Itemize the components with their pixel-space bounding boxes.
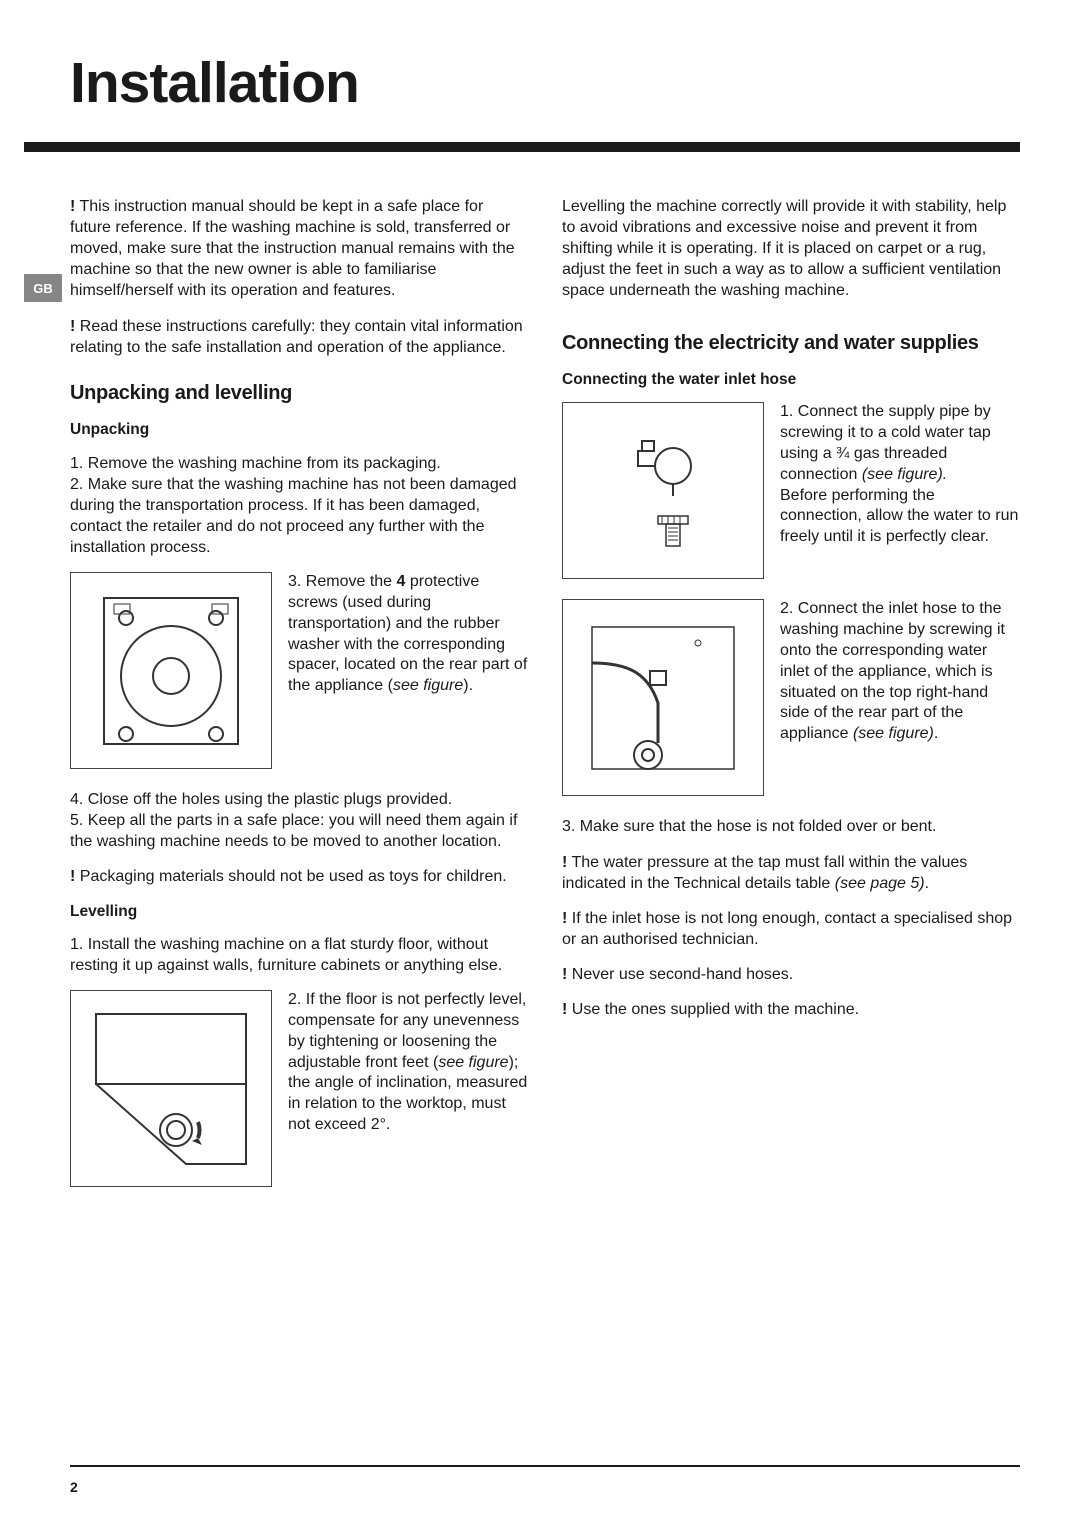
packaging-warning: ! Packaging materials should not be used… bbox=[70, 866, 528, 887]
washing-machine-rear-icon bbox=[86, 586, 256, 756]
step-4: 4. Close off the holes using the plastic… bbox=[70, 789, 528, 810]
left-column: ! This instruction manual should be kept… bbox=[70, 196, 528, 1207]
hose-step-3: 3. Make sure that the hose is not folded… bbox=[562, 816, 1020, 837]
levelling-step-1: 1. Install the washing machine on a flat… bbox=[70, 934, 528, 976]
figure-3-text: 1. Connect the supply pipe by screwing i… bbox=[780, 402, 1020, 548]
figure-row-1: 3. Remove the 4 protective screws (used … bbox=[70, 572, 528, 769]
section-unpacking-levelling: Unpacking and levelling bbox=[70, 380, 528, 406]
figure-adjustable-foot bbox=[70, 990, 272, 1187]
language-tab: GB bbox=[24, 274, 62, 302]
step-1: 1. Remove the washing machine from its p… bbox=[70, 453, 528, 474]
page-title: Installation bbox=[70, 50, 1020, 116]
subhead-water-inlet: Connecting the water inlet hose bbox=[562, 370, 1020, 390]
adjustable-foot-icon bbox=[86, 1004, 256, 1174]
intro-warning-1: ! This instruction manual should be kept… bbox=[70, 196, 528, 302]
supplied-hose-warning: ! Use the ones supplied with the machine… bbox=[562, 999, 1020, 1020]
water-tap-icon bbox=[588, 416, 738, 566]
hose-inlet-icon bbox=[578, 613, 748, 783]
figure-row-3: 1. Connect the supply pipe by screwing i… bbox=[562, 402, 1020, 579]
page: Installation GB ! This instruction manua… bbox=[0, 0, 1080, 1527]
right-column: Levelling the machine correctly will pro… bbox=[562, 196, 1020, 1207]
page-number: 2 bbox=[70, 1479, 78, 1495]
figure-washing-machine-rear bbox=[70, 572, 272, 769]
intro-warning-2: ! Read these instructions carefully: the… bbox=[70, 316, 528, 358]
figure-2-text: 2. If the floor is not perfectly level, … bbox=[288, 990, 528, 1136]
figure-row-2: 2. If the floor is not perfectly level, … bbox=[70, 990, 528, 1187]
figure-1-text: 3. Remove the 4 protective screws (used … bbox=[288, 572, 528, 697]
horizontal-rule-thin bbox=[70, 1465, 1020, 1467]
water-pressure-warning: ! The water pressure at the tap must fal… bbox=[562, 852, 1020, 894]
subhead-unpacking: Unpacking bbox=[70, 420, 528, 440]
step-5: 5. Keep all the parts in a safe place: y… bbox=[70, 810, 528, 852]
section-connecting: Connecting the electricity and water sup… bbox=[562, 330, 1020, 356]
figure-water-tap bbox=[562, 402, 764, 579]
figure-4-text: 2. Connect the inlet hose to the washing… bbox=[780, 599, 1020, 745]
horizontal-rule-thick bbox=[24, 142, 1020, 152]
second-hand-hose-warning: ! Never use second-hand hoses. bbox=[562, 964, 1020, 985]
step-2: 2. Make sure that the washing machine ha… bbox=[70, 474, 528, 558]
hose-length-warning: ! If the inlet hose is not long enough, … bbox=[562, 908, 1020, 950]
levelling-paragraph: Levelling the machine correctly will pro… bbox=[562, 196, 1020, 302]
subhead-levelling: Levelling bbox=[70, 902, 528, 922]
columns: ! This instruction manual should be kept… bbox=[70, 196, 1020, 1207]
figure-hose-inlet bbox=[562, 599, 764, 796]
figure-row-4: 2. Connect the inlet hose to the washing… bbox=[562, 599, 1020, 796]
